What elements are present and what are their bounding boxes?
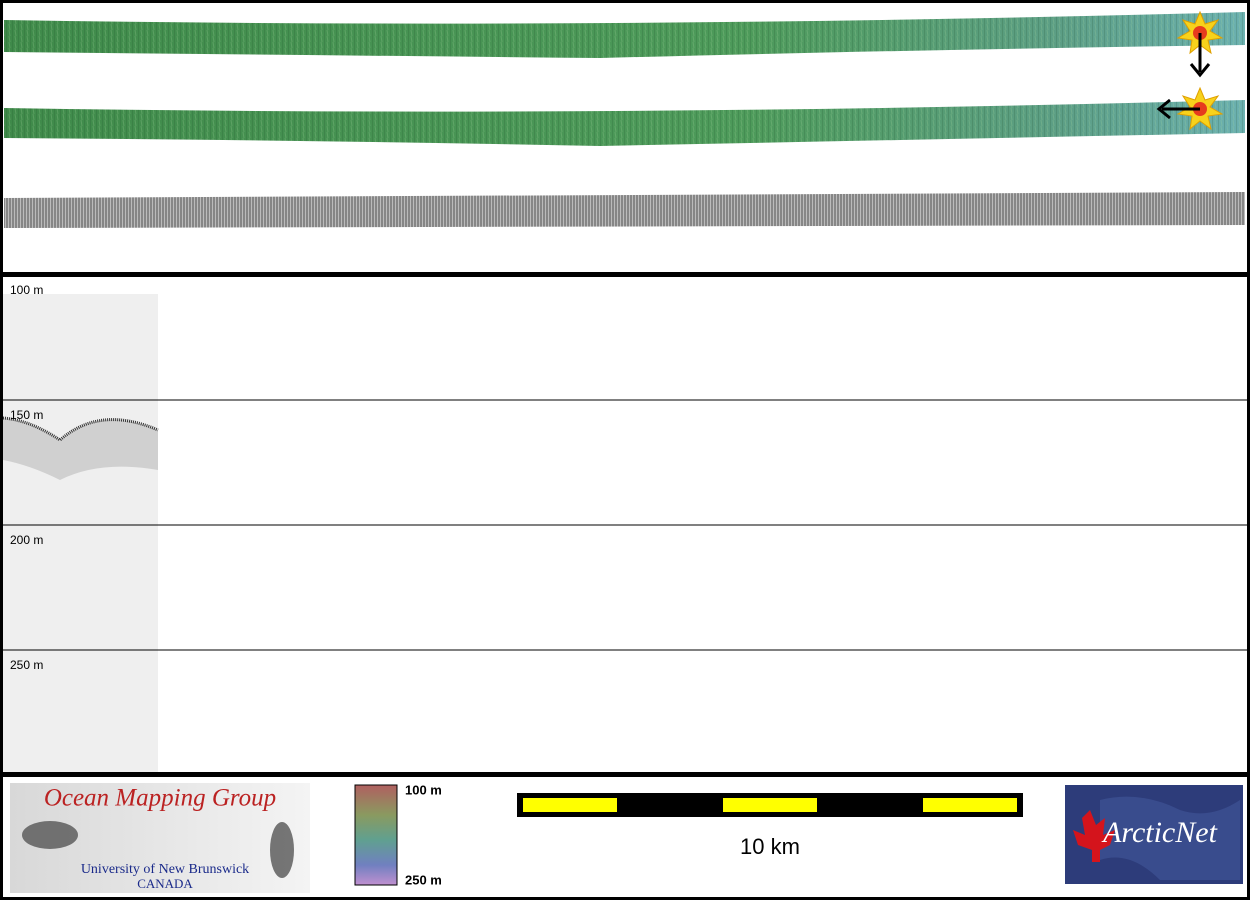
omg-logo-graphic: [270, 822, 294, 878]
ship-marker: [1176, 10, 1224, 78]
color-scale-label: 250 m: [405, 872, 442, 887]
depth-label: 250 m: [10, 658, 43, 672]
echogram-seabed: [3, 418, 158, 480]
omg-university: University of New Brunswick: [81, 862, 249, 877]
divider: [0, 772, 1250, 777]
arcticnet-map: [1100, 796, 1240, 880]
depth-label: 200 m: [10, 533, 43, 547]
omg-title: Ocean Mapping Group: [44, 785, 276, 812]
scale-label: 10 km: [740, 834, 800, 859]
swath-backscatter: [4, 192, 1245, 228]
arcticnet-name: ArcticNet: [1101, 816, 1218, 849]
swath-bathymetry-2: [4, 100, 1245, 146]
maple-leaf: [1073, 810, 1115, 862]
omg-country: CANADA: [137, 876, 193, 891]
echogram: [3, 294, 158, 772]
ship-marker: [1156, 86, 1224, 131]
scale-bar: [517, 793, 1023, 817]
color-scale: [354, 784, 398, 886]
depth-label: 100 m: [10, 283, 43, 297]
swath-bathymetry-1: [4, 12, 1245, 58]
echogram-seabed-line: [2, 416, 159, 442]
color-scale-label: 100 m: [405, 782, 442, 797]
omg-logo-graphic: [22, 821, 78, 849]
depth-label: 150 m: [10, 408, 43, 422]
divider: [0, 272, 1250, 277]
